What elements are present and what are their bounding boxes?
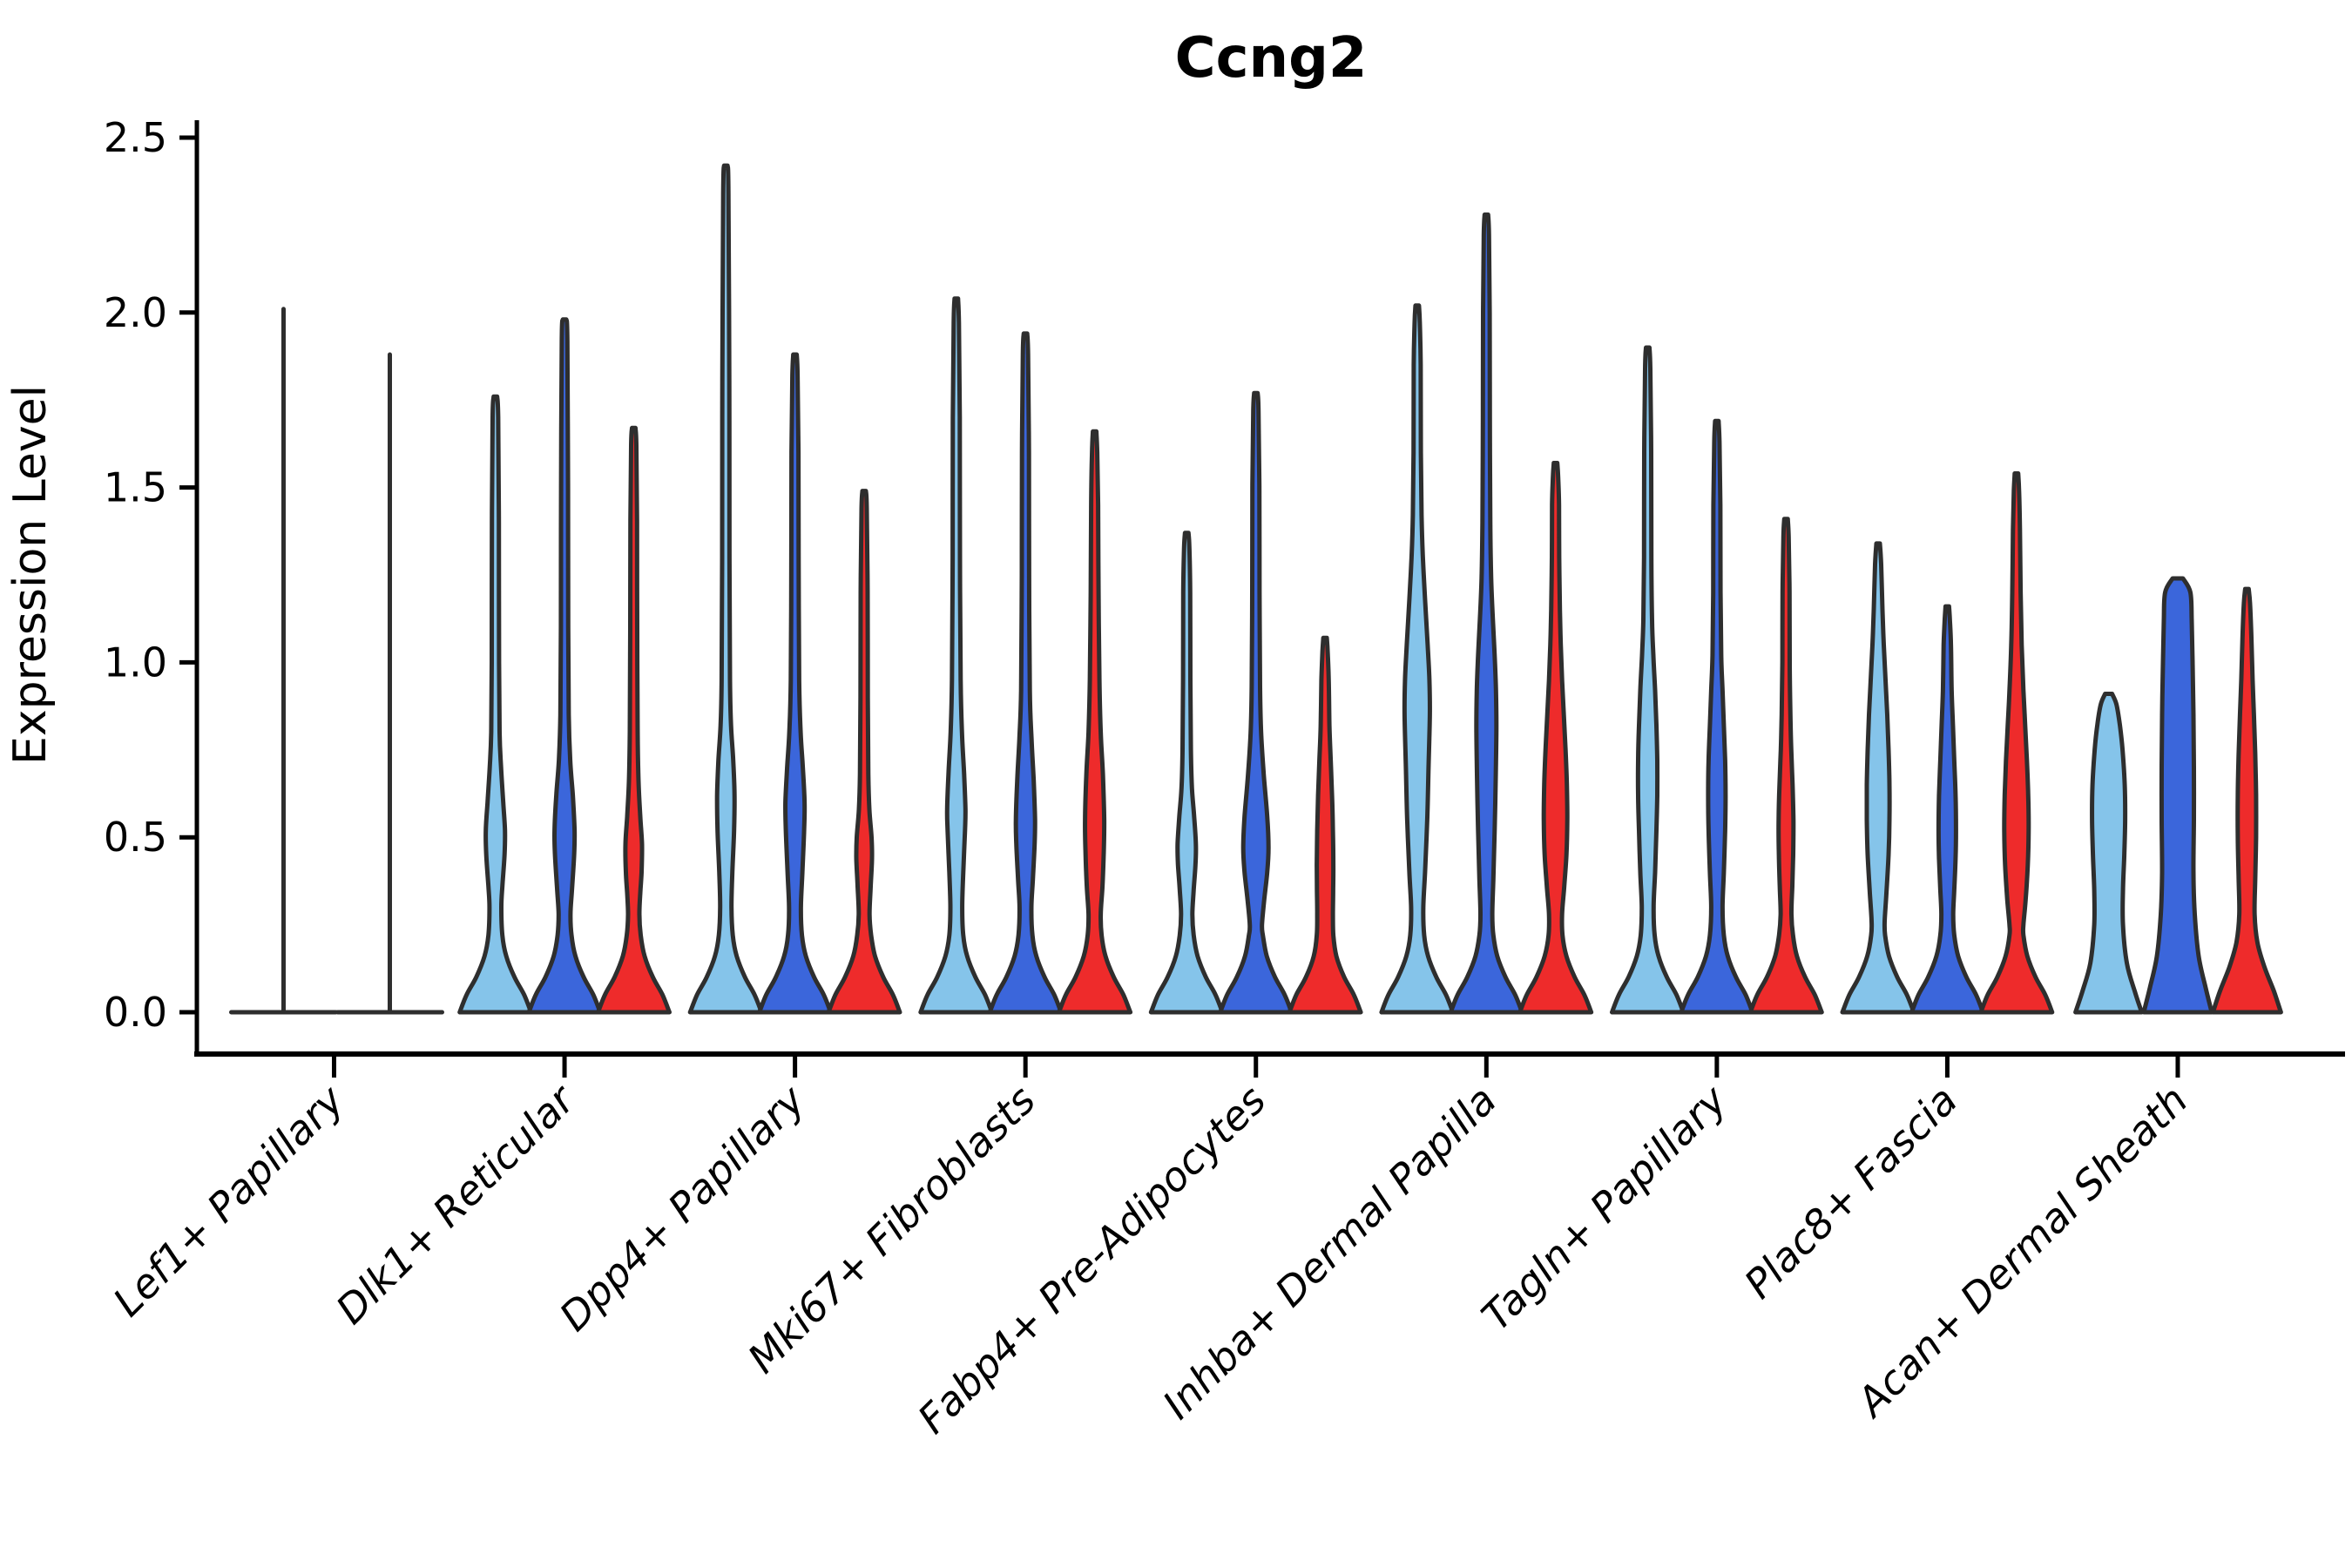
violin-5-2 — [1517, 461, 1594, 1015]
violin-1-1 — [526, 317, 603, 1015]
violin-4-2 — [1287, 635, 1363, 1015]
violin-8-2 — [2210, 586, 2283, 1015]
collapsed-violin-0-1 — [335, 352, 444, 1015]
y-tick-label-5: 2.5 — [104, 114, 167, 161]
violin-6-0 — [1610, 345, 1686, 1015]
violin-5-0 — [1379, 303, 1456, 1015]
violin-3-0 — [918, 296, 995, 1015]
y-axis-label: Expression Level — [4, 385, 57, 765]
violin-7-2 — [1978, 471, 2055, 1015]
violin-7-0 — [1840, 541, 1916, 1015]
y-tick-label-2: 1.0 — [104, 639, 167, 686]
violin-4-1 — [1218, 390, 1294, 1015]
y-tick-label-0: 0.0 — [104, 989, 167, 1036]
chart-title: Ccng2 — [1175, 26, 1368, 91]
violin-3-2 — [1057, 429, 1133, 1015]
y-tick-label-3: 1.5 — [104, 464, 167, 511]
violin-8-0 — [2073, 692, 2145, 1015]
violin-3-1 — [987, 331, 1064, 1015]
violin-2-0 — [687, 163, 764, 1015]
y-tick-label-1: 0.5 — [104, 814, 167, 861]
violin-6-2 — [1747, 517, 1824, 1015]
violin-6-1 — [1679, 418, 1755, 1015]
violin-7-1 — [1909, 604, 1985, 1015]
violin-layer — [229, 163, 2283, 1015]
y-tick-label-4: 2.0 — [104, 289, 167, 336]
violin-1-0 — [457, 394, 534, 1015]
violin-5-1 — [1448, 212, 1524, 1015]
violin-2-1 — [757, 352, 834, 1015]
collapsed-violin-0-0 — [229, 307, 338, 1015]
violin-4-0 — [1148, 531, 1225, 1015]
violin-8-1 — [2141, 576, 2214, 1015]
violin-2-2 — [826, 489, 902, 1015]
violin-1-2 — [596, 425, 672, 1015]
